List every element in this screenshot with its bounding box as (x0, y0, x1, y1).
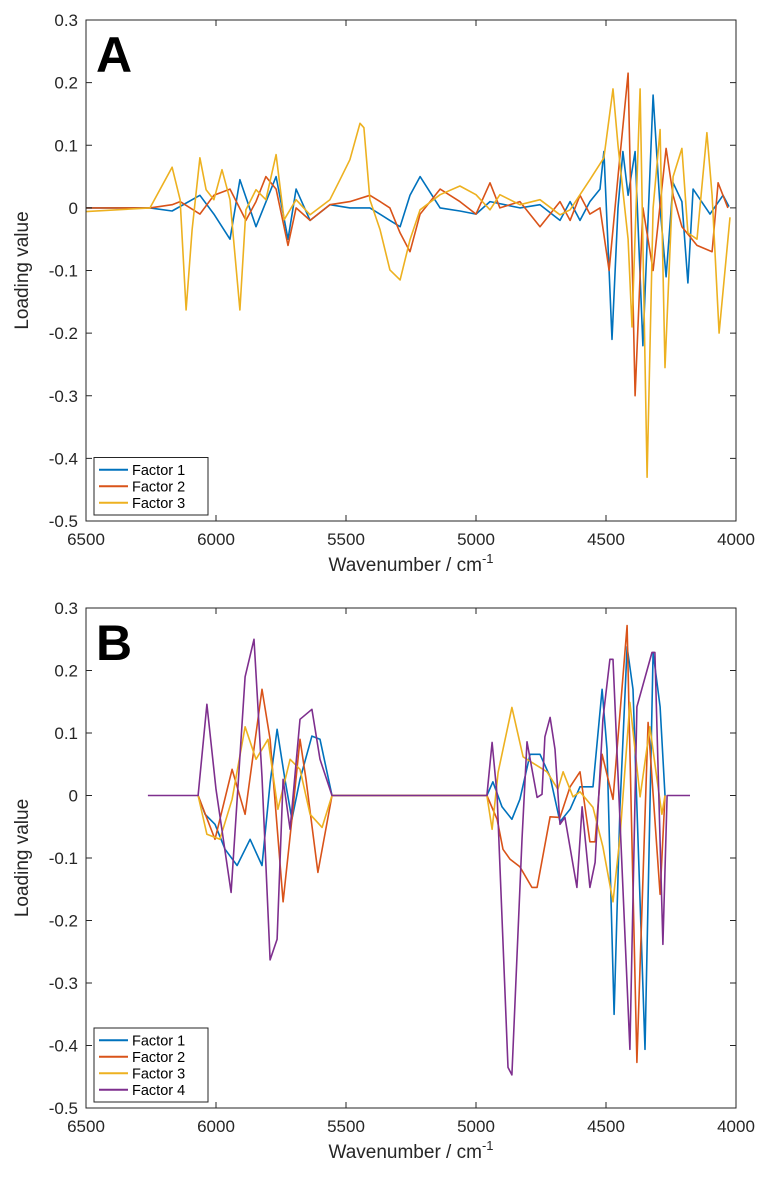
x-tick-label: 5000 (457, 1117, 495, 1136)
y-axis-label: Loading value (12, 799, 33, 917)
legend-label-factor-4: Factor 4 (132, 1083, 185, 1099)
legend-label-factor-2: Factor 2 (132, 1050, 185, 1066)
y-tick-label: -0.4 (49, 449, 78, 468)
legend-label-factor-2: Factor 2 (132, 479, 185, 495)
series-line-factor-1 (197, 645, 666, 1051)
series-line-factor-2 (86, 72, 729, 397)
legend-label-factor-1: Factor 1 (132, 1033, 185, 1049)
x-axis-label: Wavenumber / cm-1 (328, 551, 493, 576)
series-line-factor-3 (197, 701, 666, 903)
y-tick-label: -0.5 (49, 512, 78, 531)
y-axis-label: Loading value (12, 211, 33, 329)
y-tick-label: -0.3 (49, 974, 78, 993)
y-tick-label: 0 (69, 199, 78, 218)
y-tick-label: 0.3 (54, 599, 78, 618)
x-tick-label: 5000 (457, 530, 495, 549)
y-tick-label: 0.1 (54, 724, 78, 743)
y-tick-label: -0.4 (49, 1037, 78, 1056)
series-line-factor-4 (147, 638, 690, 1076)
chart-panel-a: -0.5 -0.4 -0.3 -0.2 -0.1 0 0.1 0.2 0.3 6500 6000 55… (12, 11, 755, 576)
y-tick-label: 0 (69, 787, 78, 806)
x-tick-label: 4500 (587, 530, 625, 549)
y-tick-label: 0.2 (54, 74, 78, 93)
x-tick-label: 5500 (327, 1117, 365, 1136)
y-tick-label: 0.3 (54, 11, 78, 30)
x-tick-label: 4000 (717, 530, 755, 549)
x-axis-label-sup: -1 (482, 551, 494, 566)
x-tick-label: 6500 (67, 1117, 105, 1136)
x-axis-label: Wavenumber / cm-1 (328, 1138, 493, 1163)
x-axis-label-sup: -1 (482, 1138, 494, 1153)
series-line-factor-3 (85, 88, 731, 479)
panel-label: A (96, 27, 132, 83)
x-tick-label: 6000 (197, 1117, 235, 1136)
legend-label-factor-3: Factor 3 (132, 1066, 185, 1082)
x-tick-label: 5500 (327, 530, 365, 549)
x-tick-label: 6000 (197, 530, 235, 549)
legend-label-factor-1: Factor 1 (132, 463, 185, 479)
y-tick-label: -0.3 (49, 387, 78, 406)
y-tick-label: 0.2 (54, 662, 78, 681)
chart-panel-b: -0.5 -0.4 -0.3 -0.2 -0.1 0 0.1 0.2 0.3 6500 6000 55… (12, 599, 755, 1163)
y-tick-label: -0.2 (49, 912, 78, 931)
y-tick-label: -0.1 (49, 849, 78, 868)
x-axis-label-text: Wavenumber / cm (328, 555, 481, 576)
y-tick-label: -0.2 (49, 324, 78, 343)
x-tick-label: 4500 (587, 1117, 625, 1136)
y-tick-label: -0.1 (49, 262, 78, 281)
legend-label-factor-3: Factor 3 (132, 496, 185, 512)
panel-label: B (96, 615, 132, 671)
x-tick-label: 6500 (67, 530, 105, 549)
x-tick-label: 4000 (717, 1117, 755, 1136)
y-tick-label: -0.5 (49, 1099, 78, 1118)
y-tick-label: 0.1 (54, 136, 78, 155)
x-axis-label-text: Wavenumber / cm (328, 1142, 481, 1163)
series-line-factor-2 (197, 624, 666, 1064)
